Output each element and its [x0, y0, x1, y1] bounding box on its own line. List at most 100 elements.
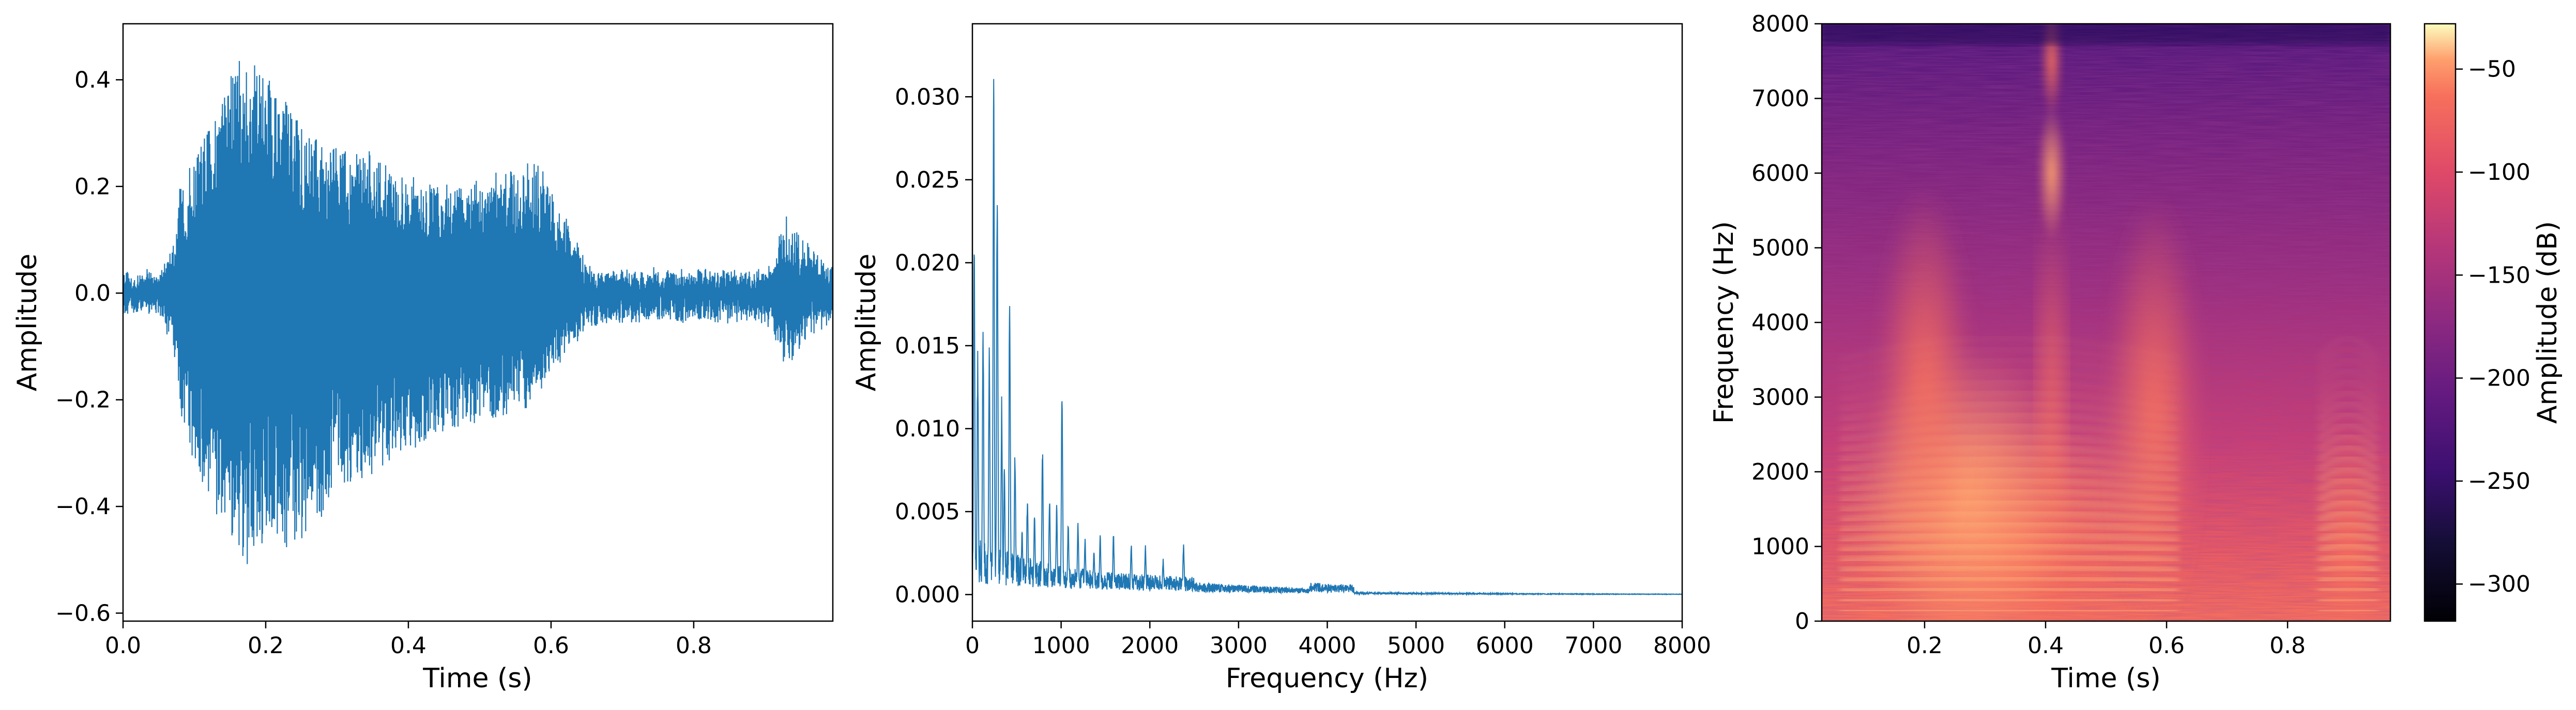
harmonic-band: [2317, 564, 2379, 573]
harmonic-band: [1839, 532, 2179, 543]
spectrum-panel: 0 1000 2000 3000 4000 5000 6000 7000 8000 0.0000…: [851, 23, 1711, 694]
harmonic-band: [1839, 455, 2179, 472]
top-band: [1822, 24, 2390, 44]
spectrogram-x-tick-label: 0.6: [2148, 632, 2185, 659]
harmonic-band: [2316, 379, 2380, 402]
harmonic-band: [2316, 335, 2380, 361]
harmonic-band: [2316, 455, 2380, 472]
spectrum-x-axis-label: Frequency (Hz): [1226, 663, 1428, 694]
spectrum-y-ticks: 0.000 0.005 0.010 0.015 0.020 0.025 0.030: [895, 84, 972, 608]
harmonic-band: [1839, 488, 2179, 503]
harmonic-band: [1839, 335, 2179, 362]
fricative-energy: [2040, 24, 2063, 118]
harmonic-band: [1839, 466, 2179, 483]
spectrogram-y-axis-label: Frequency (Hz): [1709, 221, 1740, 424]
spectrum-y-tick-label: 0.020: [895, 250, 960, 276]
harmonic-band: [1839, 553, 2179, 563]
waveform-y-axis-label: Amplitude: [12, 254, 43, 391]
colorbar-tick-label: −100: [2468, 159, 2531, 186]
spectrogram-x-tick-label: 0.2: [1907, 632, 1943, 659]
harmonic-band: [1839, 357, 2179, 382]
harmonic-band: [2316, 488, 2380, 502]
spectrum-x-tick-label: 1000: [1032, 632, 1090, 659]
harmonic-band: [2316, 499, 2380, 513]
harmonic-band: [1839, 477, 2179, 492]
harmonic-band: [2316, 423, 2380, 442]
harmonic-band: [2317, 542, 2379, 553]
waveform-y-tick-label: 0.2: [74, 174, 111, 200]
colorbar-tick-label: −300: [2468, 571, 2531, 597]
harmonic-band: [1839, 444, 2179, 462]
spectrogram-y-tick-label: 3000: [1751, 384, 1809, 411]
spectrum-y-tick-label: 0.030: [895, 84, 960, 110]
harmonic-band: [1839, 368, 2179, 392]
spectrogram-y-tick-label: 1000: [1751, 534, 1809, 560]
waveform-x-tick-label: 0.0: [105, 632, 141, 659]
harmonic-band: [2316, 510, 2380, 523]
harmonic-band: [2316, 357, 2380, 381]
harmonic-band: [2318, 597, 2379, 604]
spectrum-x-tick-label: 0: [965, 632, 980, 659]
waveform-x-ticks: 0.0 0.2 0.4 0.6 0.8: [105, 621, 712, 659]
spectrum-y-axis-label: Amplitude: [851, 254, 882, 391]
spectrum-x-tick-label: 8000: [1653, 632, 1711, 659]
spectrogram-y-tick-label: 5000: [1751, 235, 1809, 261]
colorbar-tick-label: −150: [2468, 262, 2531, 288]
harmonic-band: [2316, 401, 2380, 422]
spectrum-x-tick-label: 3000: [1210, 632, 1268, 659]
harmonic-band: [1839, 564, 2179, 573]
harmonic-band: [2317, 520, 2380, 533]
harmonic-band: [2318, 608, 2379, 613]
spectrum-line: [972, 79, 1682, 596]
spectrum-x-tick-label: 7000: [1564, 632, 1622, 659]
harmonic-band: [2316, 434, 2380, 452]
harmonic-band: [2316, 346, 2380, 371]
waveform-x-tick-label: 0.2: [248, 632, 284, 659]
waveform-panel: 0.0 0.2 0.4 0.6 0.8 −0.6 −0.4 −0.2 0.0 0.2 0.4 Ti…: [12, 23, 834, 694]
spectrogram-y-tick-label: 4000: [1751, 310, 1809, 336]
waveform-x-axis-label: Time (s): [422, 663, 532, 694]
waveform-y-tick-label: −0.2: [55, 387, 111, 413]
spectrogram-y-tick-label: 2000: [1751, 459, 1809, 485]
spectrogram-x-tick-label: 0.4: [2028, 632, 2064, 659]
spectrum-x-tick-label: 5000: [1387, 632, 1445, 659]
colorbar-tick-label: −200: [2468, 365, 2531, 392]
harmonic-band: [2317, 575, 2379, 583]
spectrogram-x-axis-label: Time (s): [2051, 663, 2160, 694]
spectrum-y-tick-label: 0.010: [895, 416, 960, 442]
colorbar-label: Amplitude (dB): [2532, 221, 2563, 424]
spectrogram-y-tick-label: 7000: [1751, 86, 1809, 112]
harmonic-band: [1839, 423, 2179, 442]
spectrum-x-ticks: 0 1000 2000 3000 4000 5000 6000 7000 8000: [965, 621, 1711, 659]
spectrum-y-tick-label: 0.025: [895, 167, 960, 193]
spectrogram-y-tick-label: 6000: [1751, 160, 1809, 187]
harmonic-band: [2316, 412, 2380, 431]
waveform-y-tick-label: 0.4: [74, 67, 111, 93]
harmonic-band: [1839, 510, 2179, 523]
harmonic-band: [1840, 608, 2179, 613]
spectrogram-harmonics: [1839, 335, 2380, 613]
spectrum-y-tick-label: 0.015: [895, 333, 960, 359]
harmonic-band: [2317, 553, 2379, 563]
harmonic-band: [1840, 597, 2179, 604]
harmonic-band: [2316, 390, 2380, 411]
colorbar-tick-label: −50: [2468, 56, 2516, 83]
spectrogram-y-tick-label: 0: [1795, 608, 1809, 635]
colorbar-ticks: −300 −250 −200 −150 −100 −50: [2456, 56, 2531, 597]
harmonic-band: [1839, 412, 2179, 432]
harmonic-band: [2317, 532, 2379, 543]
harmonic-band: [1839, 379, 2179, 402]
spectrum-axes-frame: [971, 23, 1683, 622]
colorbar: [2423, 23, 2457, 622]
waveform-y-tick-label: 0.0: [74, 280, 111, 306]
harmonic-band: [1839, 434, 2179, 452]
harmonic-band: [2317, 586, 2379, 593]
fricative-energy: [2036, 190, 2067, 604]
spectrogram-x-ticks: 0.2 0.4 0.6 0.8: [1907, 621, 2306, 659]
harmonic-band: [1839, 575, 2179, 583]
waveform-y-ticks: −0.6 −0.4 −0.2 0.0 0.2 0.4: [55, 67, 123, 627]
spectrogram-x-tick-label: 0.8: [2269, 632, 2306, 659]
waveform-line: [123, 60, 833, 564]
waveform-y-tick-label: −0.4: [55, 493, 111, 520]
